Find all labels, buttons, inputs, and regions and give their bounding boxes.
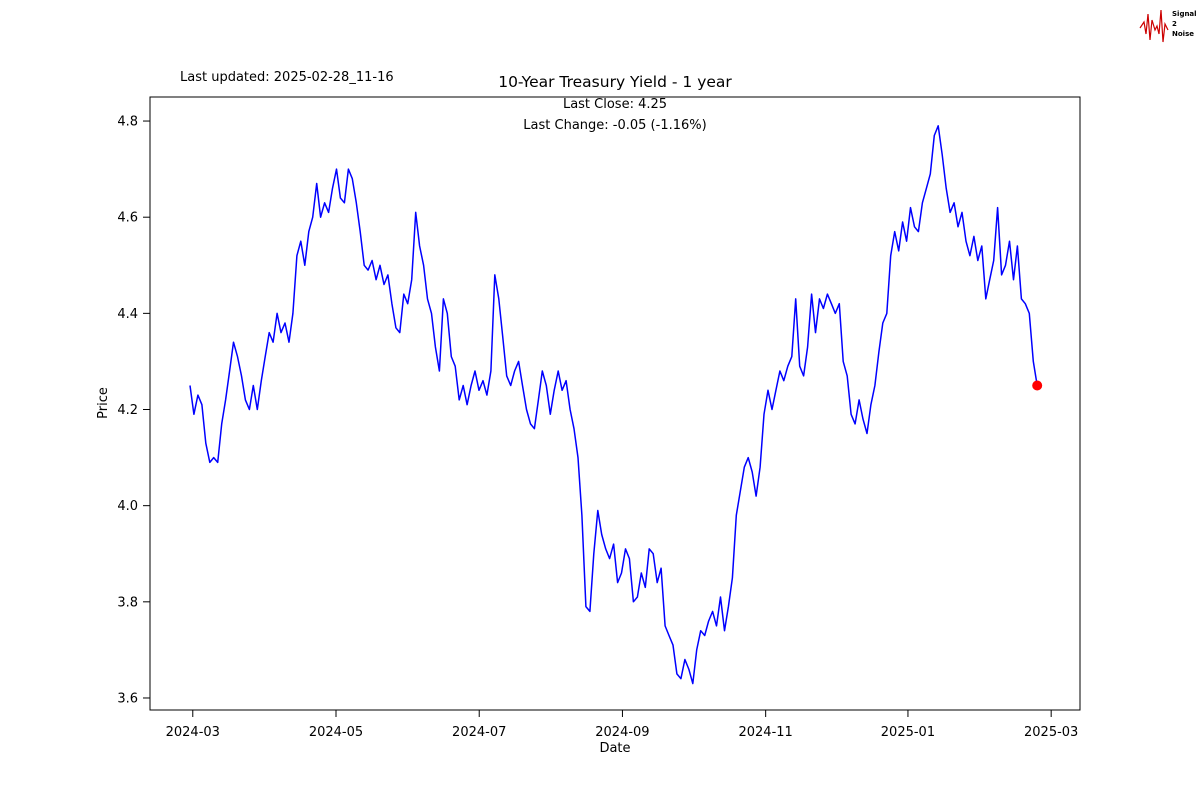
- x-tick-label: 2024-09: [595, 725, 649, 740]
- signal2noise-logo: Signal 2 Noise: [1139, 9, 1197, 43]
- plot-area: 3.6 3.8 4.0 4.2 4.4 4.6 4.8 2024-03 2024-05 2024-…: [117, 96, 1081, 740]
- y-tick-label: 4.8: [117, 115, 138, 130]
- y-tick-label: 3.8: [117, 595, 138, 610]
- x-axis-label: Date: [599, 741, 630, 756]
- plot-frame: [149, 96, 1081, 711]
- y-tick-label: 4.0: [117, 499, 138, 514]
- x-tick-label: 2025-03: [1024, 725, 1078, 740]
- last-close-marker: [1032, 380, 1043, 391]
- x-tick-label: 2024-11: [738, 725, 792, 740]
- y-tick-label: 4.2: [117, 403, 138, 418]
- x-tick-label: 2024-05: [309, 725, 363, 740]
- logo-text-signal: Signal: [1172, 10, 1197, 18]
- last-updated-text: Last updated: 2025-02-28_11-16: [180, 70, 394, 85]
- y-tick-label: 3.6: [117, 691, 138, 706]
- y-axis-label: Price: [96, 387, 111, 419]
- yield-line-series: [189, 125, 1038, 685]
- x-tick-label: 2025-01: [881, 725, 935, 740]
- last-close-text: Last Close: 4.25: [563, 97, 667, 112]
- x-tick-label: 2024-07: [452, 725, 506, 740]
- chart-title: 10-Year Treasury Yield - 1 year: [498, 73, 732, 91]
- logo-text-noise: Noise: [1172, 30, 1194, 38]
- waveform-icon: [1139, 9, 1169, 43]
- y-tick-label: 4.4: [117, 307, 138, 322]
- y-tick-label: 4.6: [117, 211, 138, 226]
- last-change-text: Last Change: -0.05 (-1.16%): [523, 118, 706, 133]
- x-tick-label: 2024-03: [166, 725, 220, 740]
- logo-text-2: 2: [1172, 20, 1177, 28]
